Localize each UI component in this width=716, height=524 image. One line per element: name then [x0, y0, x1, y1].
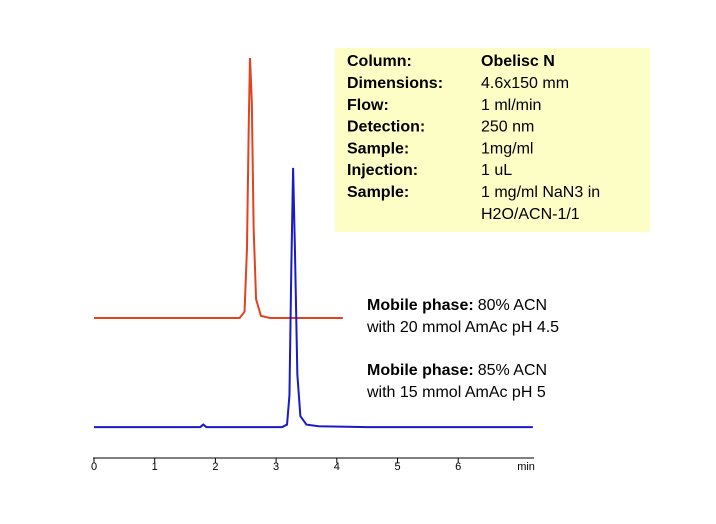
info-box: [335, 48, 650, 232]
info-value: 1 ml/min: [481, 97, 541, 114]
x-tick-label: 4: [334, 461, 340, 473]
annotation-line2: with 15 mmol AmAc pH 5: [366, 384, 546, 401]
annotation-bold: Mobile phase:: [367, 362, 474, 379]
x-axis-label: min: [517, 461, 535, 473]
info-label: Flow:: [347, 97, 389, 114]
info-value: 250 nm: [481, 119, 534, 136]
info-label: Sample:: [347, 184, 409, 201]
annotation: Mobile phase: 80% ACN: [367, 297, 547, 314]
x-tick-label: 2: [212, 461, 218, 473]
annotation: Mobile phase: 85% ACN: [367, 362, 547, 379]
info-label: Column:: [347, 53, 412, 70]
info-label: Dimensions:: [347, 75, 443, 92]
annotation-text: 85% ACN: [478, 362, 547, 379]
info-value: 1 uL: [481, 162, 512, 179]
x-tick-label: 1: [152, 461, 158, 473]
x-tick-label: 6: [455, 461, 461, 473]
x-tick-label: 0: [91, 461, 97, 473]
x-tick-label: 5: [394, 461, 400, 473]
info-value: 1 mg/ml NaN3 in: [481, 184, 600, 201]
info-label: Injection:: [347, 162, 418, 179]
info-value: H2O/ACN-1/1: [481, 206, 580, 223]
annotation-line2: with 20 mmol AmAc pH 4.5: [366, 319, 559, 336]
info-label: Detection:: [347, 119, 425, 136]
info-value: 1mg/ml: [481, 140, 533, 157]
chromatogram-line: [94, 167, 533, 429]
annotation-text: 80% ACN: [478, 297, 547, 314]
info-value: Obelisc N: [481, 53, 555, 70]
chromatogram-line: [94, 57, 343, 319]
info-label: Sample:: [347, 140, 409, 157]
x-tick-label: 3: [273, 461, 279, 473]
info-value: 4.6x150 mm: [481, 75, 569, 92]
annotation-bold: Mobile phase:: [367, 297, 474, 314]
